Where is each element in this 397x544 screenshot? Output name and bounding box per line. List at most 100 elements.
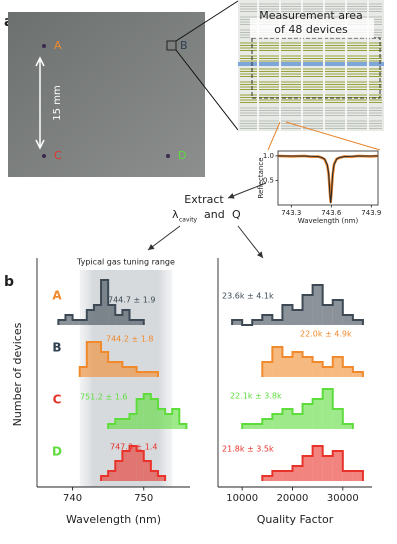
histogram-bar bbox=[302, 357, 313, 377]
histogram-bar bbox=[143, 372, 151, 377]
panel-label: b bbox=[4, 274, 14, 290]
histogram-bar bbox=[252, 320, 263, 325]
histogram-bar bbox=[282, 305, 293, 325]
histogram-bar bbox=[122, 419, 130, 429]
histogram-bar bbox=[282, 471, 293, 481]
histogram-bar bbox=[332, 451, 343, 481]
histogram-bar bbox=[129, 446, 137, 481]
histogram-bar bbox=[129, 414, 137, 429]
reflectance-line bbox=[277, 155, 379, 204]
histogram-bar bbox=[292, 414, 303, 429]
histogram-bar bbox=[342, 315, 353, 325]
inset-line bbox=[285, 121, 381, 151]
histogram-bar bbox=[93, 305, 102, 325]
x-tick-label: 10000 bbox=[226, 493, 258, 504]
histogram-bar bbox=[129, 320, 137, 325]
row-label: A bbox=[52, 289, 62, 303]
y-tick-label: 1.0 bbox=[263, 152, 274, 160]
histogram-bar bbox=[136, 451, 144, 481]
histogram-bar bbox=[86, 310, 94, 325]
title-backdrop bbox=[250, 18, 374, 38]
histogram-bar bbox=[101, 280, 109, 325]
histogram-bar bbox=[322, 389, 333, 429]
device-dot bbox=[42, 44, 46, 48]
histogram-bar bbox=[150, 399, 158, 429]
sample-photo bbox=[8, 12, 205, 177]
histogram-bar bbox=[352, 372, 363, 377]
device-dot bbox=[42, 154, 46, 158]
device-box bbox=[166, 40, 177, 51]
microscope-title: of 48 devices bbox=[274, 23, 348, 36]
histogram-bar bbox=[115, 315, 123, 325]
histogram-bar bbox=[115, 419, 123, 429]
microscope-title: Measurement area bbox=[259, 9, 363, 22]
histogram-bar bbox=[292, 466, 303, 481]
histogram-bar bbox=[72, 320, 80, 325]
histogram-bar bbox=[93, 342, 102, 377]
histogram-bar bbox=[122, 451, 130, 481]
histogram-bar bbox=[136, 320, 144, 325]
x-axis-label: Wavelength (nm) bbox=[298, 217, 359, 225]
arrow bbox=[147, 225, 181, 251]
histogram-bar bbox=[352, 471, 363, 481]
annotation: 23.6k ± 4.1k bbox=[222, 292, 274, 301]
y-axis-label: Reflectance bbox=[257, 157, 265, 198]
row-label: C bbox=[53, 393, 62, 407]
histogram-bar bbox=[292, 352, 303, 377]
zoom-line bbox=[175, 0, 239, 42]
annotation: 744.2 ± 1.8 bbox=[106, 335, 153, 344]
histogram-bar bbox=[252, 424, 263, 429]
annotation: 747.3 ± 1.4 bbox=[110, 443, 157, 452]
zoom-line bbox=[175, 49, 239, 131]
sample-label: A bbox=[54, 39, 62, 52]
histogram-bar bbox=[115, 362, 123, 377]
histogram-bar bbox=[136, 399, 144, 429]
histogram-bar bbox=[108, 471, 116, 481]
annotation: 22.0k ± 4.9k bbox=[300, 330, 352, 339]
histogram-bar bbox=[136, 372, 144, 377]
histogram-bar bbox=[143, 394, 151, 429]
histogram-bar bbox=[272, 320, 283, 325]
histogram-outline bbox=[231, 284, 364, 326]
histogram-bar bbox=[150, 471, 158, 481]
histogram-bar bbox=[312, 446, 323, 481]
x-tick-label: 30000 bbox=[327, 493, 359, 504]
histogram-bar bbox=[262, 476, 273, 481]
histogram-bar bbox=[272, 471, 283, 481]
x-tick-label: 743.3 bbox=[281, 209, 301, 217]
histogram-bar bbox=[65, 315, 73, 325]
extract-text: Extract bbox=[184, 193, 224, 206]
row-label: B bbox=[52, 341, 61, 355]
sample-label: D bbox=[178, 149, 186, 162]
histogram-bar bbox=[262, 362, 273, 377]
histogram-bar bbox=[322, 456, 333, 481]
annotation: 751.2 ± 1.6 bbox=[80, 393, 127, 402]
sample-label: C bbox=[54, 149, 62, 162]
histogram-bar bbox=[179, 424, 187, 429]
histogram-bar bbox=[312, 285, 323, 325]
annotation: 744.7 ± 1.9 bbox=[108, 296, 155, 305]
histogram-bar bbox=[143, 461, 151, 481]
device-dot bbox=[166, 154, 170, 158]
x-axis-label: Quality Factor bbox=[257, 513, 334, 526]
histogram-bar bbox=[272, 414, 283, 429]
histogram-bar bbox=[312, 362, 323, 377]
extract-lambda: λ bbox=[172, 208, 179, 221]
sample-label: B bbox=[180, 39, 188, 52]
histogram-outline bbox=[261, 346, 364, 377]
annotation: 21.8k ± 3.5k bbox=[222, 445, 274, 454]
histogram-bar bbox=[342, 367, 353, 377]
histogram-bar bbox=[342, 471, 353, 481]
histogram-bar bbox=[108, 362, 116, 377]
shaded-label: Typical gas tuning range bbox=[76, 258, 175, 267]
x-axis-label: Wavelength (nm) bbox=[66, 513, 161, 526]
histogram-bar bbox=[79, 367, 87, 377]
histogram-bar bbox=[282, 357, 293, 377]
histogram-bar bbox=[150, 372, 158, 377]
histogram-bar bbox=[58, 320, 66, 325]
histogram-outline bbox=[241, 388, 354, 429]
histogram-bar bbox=[262, 419, 273, 429]
histogram-bar bbox=[262, 315, 273, 325]
